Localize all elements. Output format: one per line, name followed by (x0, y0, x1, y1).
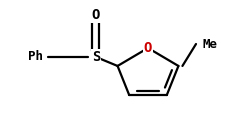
Text: Ph: Ph (28, 50, 43, 64)
Text: O: O (92, 8, 100, 22)
Text: Me: Me (202, 37, 217, 50)
Text: S: S (92, 50, 100, 64)
Text: O: O (144, 41, 152, 55)
